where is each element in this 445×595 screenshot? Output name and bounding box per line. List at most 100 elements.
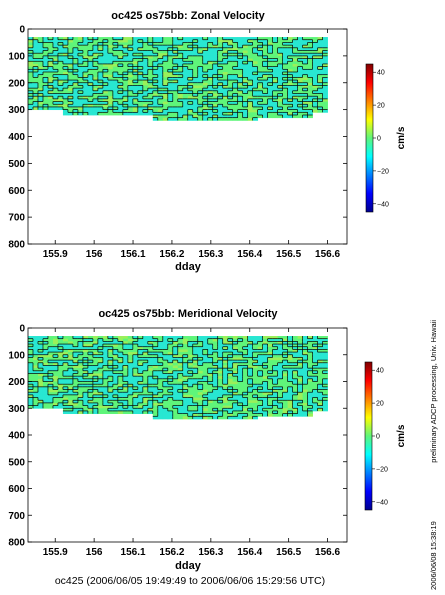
heatmap-cell <box>207 370 214 374</box>
heatmap-cell <box>217 117 224 121</box>
heatmap-cell <box>47 397 54 401</box>
heatmap-cell <box>107 63 114 68</box>
heatmap-cell <box>222 410 229 415</box>
heatmap-cell <box>282 37 289 41</box>
heatmap-cell <box>142 365 149 369</box>
heatmap-cell <box>122 98 129 102</box>
heatmap-cell <box>137 410 144 415</box>
heatmap-cell <box>47 341 54 345</box>
heatmap-cell <box>52 98 59 102</box>
heatmap-cell <box>212 394 219 398</box>
heatmap-cell <box>67 77 74 81</box>
heatmap-cell <box>62 77 69 81</box>
heatmap-cell <box>122 402 129 406</box>
heatmap-cell <box>112 389 119 393</box>
heatmap-cell <box>227 402 234 406</box>
heatmap-cell <box>87 61 94 65</box>
heatmap-cell <box>112 112 119 116</box>
heatmap-cell <box>122 109 129 113</box>
heatmap-cell <box>202 39 209 43</box>
heatmap-cell <box>92 47 99 51</box>
heatmap-cell <box>172 392 179 396</box>
heatmap-cell <box>67 98 74 102</box>
heatmap-cell <box>102 101 109 105</box>
heatmap-cell <box>182 378 189 382</box>
heatmap-cell <box>247 368 254 372</box>
heatmap-cell <box>277 45 284 49</box>
heatmap-cell <box>212 47 219 51</box>
heatmap-cell <box>28 74 34 78</box>
heatmap-cell <box>217 344 224 348</box>
heatmap-cell <box>277 37 284 41</box>
heatmap-cell <box>197 352 204 356</box>
heatmap-cell <box>127 63 134 68</box>
heatmap-cell <box>42 37 49 41</box>
heatmap-cell <box>262 72 269 76</box>
heatmap-cell <box>182 42 189 46</box>
heatmap-cell <box>202 45 209 49</box>
heatmap-cell <box>282 82 289 86</box>
heatmap-cell <box>97 357 104 361</box>
heatmap-cell <box>187 368 194 372</box>
heatmap-cell <box>97 392 104 396</box>
heatmap-cell <box>287 47 293 51</box>
heatmap-cell <box>82 96 89 100</box>
heatmap-cell <box>152 88 159 92</box>
heatmap-cell <box>302 104 308 108</box>
heatmap-cell <box>57 402 64 406</box>
heatmap-cell <box>122 386 129 390</box>
heatmap-cell <box>162 373 169 377</box>
heatmap-cell <box>137 397 144 401</box>
heatmap-cell <box>67 37 74 41</box>
heatmap-cell <box>102 357 109 361</box>
heatmap-cell <box>172 360 179 364</box>
heatmap-cell <box>172 106 179 111</box>
heatmap-cell <box>112 362 119 366</box>
heatmap-cell <box>77 112 84 116</box>
heatmap-cell <box>222 344 229 348</box>
heatmap-cell <box>152 106 159 111</box>
heatmap-cell <box>182 405 189 409</box>
heatmap-cell <box>102 408 109 412</box>
heatmap-cell <box>192 55 199 59</box>
heatmap-cell <box>217 115 224 119</box>
heatmap-cell <box>82 42 89 46</box>
heatmap-cell <box>232 397 239 401</box>
heatmap-cell <box>77 55 84 59</box>
heatmap-cell <box>207 74 214 78</box>
heatmap-cell <box>112 354 119 358</box>
heatmap-cell <box>162 354 169 358</box>
heatmap-cell <box>152 400 159 404</box>
heatmap-cell <box>72 53 79 57</box>
heatmap-cell <box>252 77 259 81</box>
heatmap-cell <box>192 47 199 51</box>
heatmap-cell <box>62 349 69 353</box>
heatmap-cell <box>82 90 89 94</box>
heatmap-cell <box>47 58 54 62</box>
heatmap-cell <box>192 90 199 94</box>
heatmap-cell <box>62 410 69 415</box>
heatmap-cell <box>97 365 104 369</box>
heatmap-cell <box>102 53 109 57</box>
heatmap-cell <box>187 349 194 353</box>
heatmap-cell <box>212 344 219 348</box>
heatmap-cell <box>252 370 259 374</box>
heatmap-cell <box>317 85 323 89</box>
heatmap-cell <box>127 77 134 81</box>
heatmap-cell <box>87 47 94 51</box>
heatmap-cell <box>152 381 159 385</box>
heatmap-cell <box>237 101 244 105</box>
heatmap-cell <box>132 370 139 374</box>
heatmap-cell <box>77 405 84 409</box>
heatmap-cell <box>37 61 44 65</box>
heatmap-cell <box>212 50 219 54</box>
heatmap-cell <box>112 384 119 388</box>
heatmap-cell <box>242 37 249 41</box>
heatmap-cell <box>28 98 34 102</box>
heatmap-cell <box>202 96 209 100</box>
heatmap-cell <box>57 392 64 396</box>
heatmap-cell <box>172 101 179 105</box>
heatmap-cell <box>177 376 184 380</box>
heatmap-cell <box>287 53 293 57</box>
